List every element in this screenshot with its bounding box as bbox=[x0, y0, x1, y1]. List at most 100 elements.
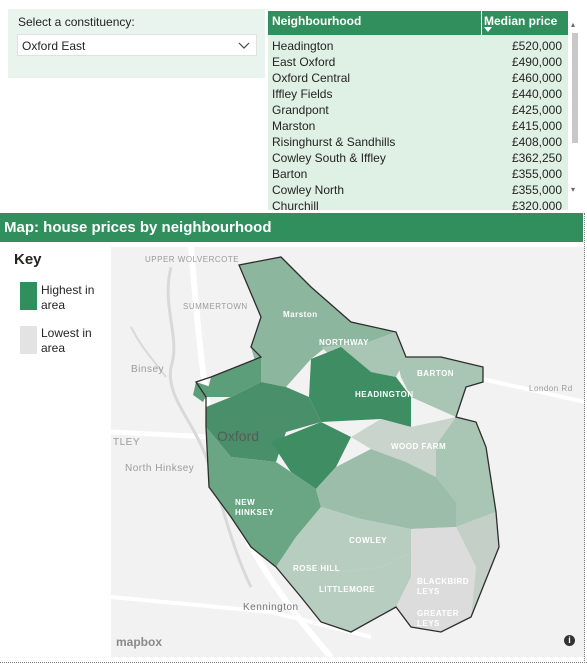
constituency-slicer: Select a constituency: Oxford East bbox=[8, 9, 265, 78]
table-row[interactable]: Barton £355,000 bbox=[268, 166, 568, 182]
cell-neighbourhood: Barton bbox=[272, 167, 308, 181]
column-separator bbox=[481, 11, 482, 35]
table-body: Headington £520,000 East Oxford £490,000 Oxf… bbox=[268, 38, 568, 210]
table-scrollbar[interactable]: ▴ ▾ bbox=[571, 20, 580, 197]
chevron-down-icon bbox=[238, 42, 250, 49]
neighbourhood-label-northway: NORTHWAY bbox=[319, 338, 369, 347]
cell-neighbourhood: Churchill bbox=[272, 199, 319, 210]
cell-median-price: £460,000 bbox=[511, 71, 562, 85]
river bbox=[166, 266, 253, 588]
scroll-down-icon[interactable]: ▾ bbox=[571, 185, 576, 194]
mapbox-attribution[interactable]: mapbox bbox=[116, 635, 163, 649]
neighbourhood-label-new-hinksey: NEW HINKSEY bbox=[235, 498, 275, 517]
cell-median-price: £355,000 bbox=[511, 183, 562, 197]
area-new-hinksey[interactable] bbox=[206, 427, 321, 567]
table-row[interactable]: Risinghurst & Sandhills £408,000 bbox=[268, 134, 568, 150]
cell-median-price: £425,000 bbox=[511, 103, 562, 117]
place-label-summertown: SUMMERTOWN bbox=[183, 302, 248, 311]
neighbourhood-label-littlemore: LITTLEMORE bbox=[319, 585, 376, 594]
area-headington[interactable] bbox=[309, 347, 411, 427]
cell-median-price: £355,000 bbox=[511, 167, 562, 181]
area-oxford-central-north[interactable] bbox=[206, 357, 261, 397]
table-row[interactable]: Cowley North £355,000 bbox=[268, 182, 568, 198]
area-oxford-central[interactable] bbox=[206, 382, 321, 462]
key-label-high: Highest in area bbox=[41, 283, 95, 312]
table-header: Neighbourhood Median price bbox=[268, 11, 568, 35]
constituency-outline bbox=[194, 256, 500, 633]
dropdown-selected-value: Oxford East bbox=[22, 39, 86, 53]
table-row[interactable]: Marston £415,000 bbox=[268, 118, 568, 134]
cell-neighbourhood: East Oxford bbox=[272, 55, 336, 69]
neighbourhood-label-blackbird-leys: BLACKBIRD LEYS bbox=[417, 577, 470, 596]
area-cowley-north[interactable] bbox=[316, 449, 456, 529]
cell-neighbourhood: Grandpont bbox=[272, 103, 329, 117]
area-east-oxford[interactable] bbox=[271, 422, 351, 489]
neighbourhood-label-greater-leys: GREATER LEYS bbox=[417, 609, 460, 628]
cell-median-price: £440,000 bbox=[511, 87, 562, 101]
key-label-low: Lowest in area bbox=[41, 326, 92, 355]
place-label-oxford: Oxford bbox=[217, 428, 260, 444]
visual-border bbox=[0, 662, 587, 663]
river bbox=[130, 326, 167, 378]
cell-neighbourhood: Iffley Fields bbox=[272, 87, 333, 101]
area-churchill[interactable] bbox=[436, 417, 496, 527]
table-row[interactable]: East Oxford £490,000 bbox=[268, 54, 568, 70]
place-label-upper-wolvercote: UPPER WOLVERCOTE bbox=[145, 255, 240, 264]
cell-neighbourhood: Risinghurst & Sandhills bbox=[272, 135, 396, 149]
neighbourhood-label-headington: HEADINGTON bbox=[355, 390, 414, 399]
cell-median-price: £408,000 bbox=[511, 135, 562, 149]
table-row[interactable]: Churchill £320,000 bbox=[268, 198, 568, 210]
table-row[interactable]: Oxford Central £460,000 bbox=[268, 70, 568, 86]
scroll-up-icon[interactable]: ▴ bbox=[571, 20, 576, 29]
table-row[interactable]: Iffley Fields £440,000 bbox=[268, 86, 568, 102]
info-icon[interactable]: i bbox=[564, 635, 575, 646]
cell-neighbourhood: Cowley North bbox=[272, 183, 345, 197]
neighbourhood-label-barton: BARTON bbox=[417, 369, 455, 378]
map-section-header: Map: house prices by neighbourhood bbox=[0, 213, 583, 242]
sort-descending-icon bbox=[484, 27, 492, 32]
cell-neighbourhood: Cowley South & Iffley bbox=[272, 151, 386, 165]
cell-neighbourhood: Oxford Central bbox=[272, 71, 351, 85]
key-swatch-high bbox=[20, 282, 37, 310]
table-row[interactable]: Cowley South & Iffley £362,250 bbox=[268, 150, 568, 166]
cell-median-price: £362,250 bbox=[511, 151, 562, 165]
visual-border bbox=[584, 213, 585, 663]
map-title: Map: house prices by neighbourhood bbox=[4, 219, 272, 236]
cell-median-price: £415,000 bbox=[511, 119, 562, 133]
area-cowley[interactable] bbox=[291, 507, 411, 572]
neighbourhood-label-rose-hill: ROSE HILL bbox=[293, 564, 341, 573]
key-swatch-low bbox=[20, 326, 37, 354]
place-label-north-hinksey: North Hinksey bbox=[125, 463, 195, 474]
area-northway[interactable] bbox=[321, 332, 406, 377]
place-label-london-rd: London Rd bbox=[529, 384, 573, 393]
cell-median-price: £490,000 bbox=[511, 55, 562, 69]
table-row[interactable]: Headington £520,000 bbox=[268, 38, 568, 54]
slicer-title: Select a constituency: bbox=[18, 15, 135, 29]
constituency-dropdown[interactable]: Oxford East bbox=[17, 34, 257, 56]
area-barton[interactable] bbox=[396, 357, 483, 417]
area-marston[interactable] bbox=[239, 257, 396, 387]
area-littlemore[interactable] bbox=[276, 537, 411, 632]
neighbourhood-map[interactable]: UPPER WOLVERCOTE SUMMERTOWN Binsey TLEY … bbox=[111, 247, 585, 657]
neighbourhood-label-marston: Marston bbox=[283, 310, 318, 319]
table-row[interactable]: Grandpont £425,000 bbox=[268, 102, 568, 118]
cell-median-price: £520,000 bbox=[511, 39, 562, 53]
area-wood-farm[interactable] bbox=[351, 417, 456, 477]
cell-median-price: £320,000 bbox=[511, 199, 562, 210]
scrollbar-thumb[interactable] bbox=[572, 33, 578, 143]
column-header-neighbourhood[interactable]: Neighbourhood bbox=[272, 14, 362, 28]
column-header-median-price[interactable]: Median price bbox=[484, 14, 558, 28]
neighbourhood-label-cowley: COWLEY bbox=[349, 536, 388, 545]
place-label-kennington: Kennington bbox=[243, 602, 299, 613]
area-cowley-south[interactable] bbox=[456, 512, 499, 617]
neighbourhood-label-wood-farm: WOOD FARM bbox=[391, 442, 447, 451]
place-label-botley: TLEY bbox=[113, 437, 141, 448]
place-label-binsey: Binsey bbox=[131, 364, 165, 375]
cell-neighbourhood: Marston bbox=[272, 119, 316, 133]
map-canvas bbox=[111, 247, 585, 657]
area-blackbird-leys[interactable] bbox=[396, 527, 476, 632]
road bbox=[111, 595, 372, 639]
price-table: Neighbourhood Median price Headington £52… bbox=[268, 11, 568, 210]
key-title: Key bbox=[14, 251, 42, 268]
